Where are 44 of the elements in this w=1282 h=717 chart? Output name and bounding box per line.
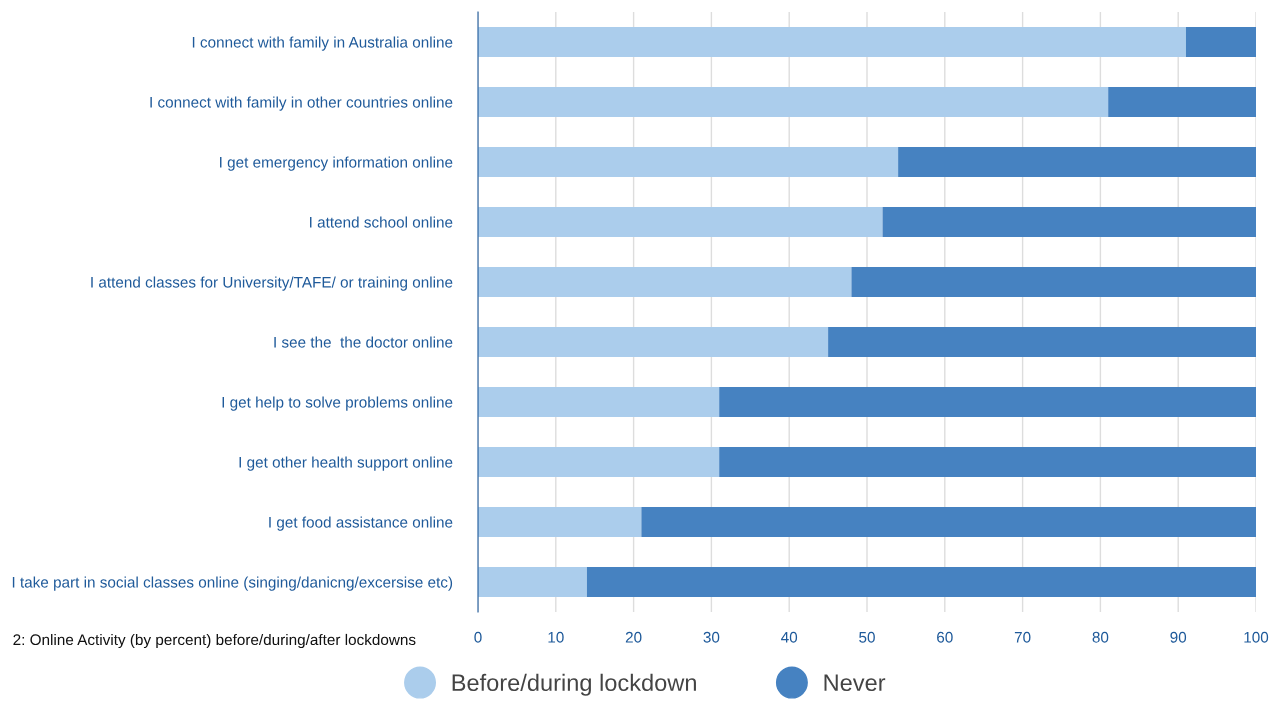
bar	[478, 87, 1109, 117]
bar	[1185, 27, 1256, 57]
y-tick-label: I get emergency information online	[220, 156, 453, 171]
y-tick-label: I get help to solve problems online	[222, 396, 453, 411]
y-tick-label: I connect with family in Australia online	[192, 36, 453, 51]
bar	[478, 267, 852, 297]
bar	[719, 447, 1256, 477]
bar	[719, 387, 1256, 417]
bar	[828, 327, 1256, 357]
y-tick-label: I attend classes for University/TAFE/ or training online	[91, 276, 453, 291]
x-tick-label: 0	[474, 631, 482, 643]
bar	[882, 207, 1256, 237]
y-tick-label: I connect with family in other countries online	[150, 96, 453, 111]
bar	[641, 507, 1256, 537]
bar	[478, 507, 642, 537]
bar	[478, 567, 587, 597]
x-tick-label: 20	[625, 631, 642, 643]
x-tick-label: 30	[703, 631, 720, 643]
legend-label: Never	[824, 674, 886, 692]
bar	[478, 387, 720, 417]
text: 2: Online Activity (by percent) before/during/after lockdowns	[13, 633, 416, 649]
x-tick-label: 70	[1014, 631, 1031, 643]
y-tick-label: I get other health support online	[239, 456, 453, 471]
bar	[478, 447, 720, 477]
x-tick-label: 100	[1244, 631, 1269, 643]
bar	[851, 267, 1256, 297]
bar	[478, 147, 899, 177]
y-tick-label: I get food assistance online	[269, 516, 453, 531]
x-tick-label: 90	[1170, 631, 1187, 643]
x-tick-label: 80	[1092, 631, 1109, 643]
bar	[478, 327, 829, 357]
x-tick-label: 40	[781, 631, 798, 643]
y-tick-label: I attend school online	[310, 216, 453, 228]
x-tick-label: 60	[937, 631, 953, 643]
bar	[1108, 87, 1256, 117]
x-tick-label: 50	[859, 631, 875, 643]
bar	[586, 567, 1256, 597]
bar	[898, 147, 1256, 177]
y-tick-label: I take part in social classes online (singing/danicng/excersise etc)	[12, 576, 453, 591]
bar	[478, 27, 1186, 57]
x-tick-label: 10	[548, 631, 564, 643]
legend-label: Before/during lockdown	[452, 673, 696, 696]
bar	[478, 207, 883, 237]
y-tick-label: I see the the doctor online	[274, 336, 453, 348]
